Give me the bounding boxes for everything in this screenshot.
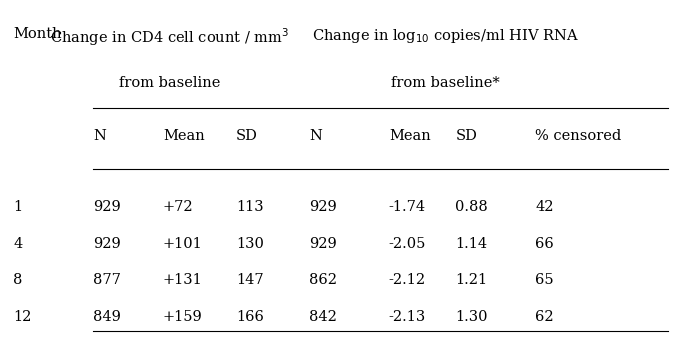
Text: -2.12: -2.12	[388, 273, 426, 287]
Text: 62: 62	[535, 310, 554, 324]
Text: +72: +72	[163, 200, 193, 215]
Text: from baseline: from baseline	[119, 76, 220, 90]
Text: SD: SD	[236, 129, 258, 143]
Text: 42: 42	[535, 200, 553, 215]
Text: 929: 929	[93, 200, 121, 215]
Text: +101: +101	[163, 237, 203, 251]
Text: from baseline*: from baseline*	[391, 76, 500, 90]
Text: 929: 929	[93, 237, 121, 251]
Text: 862: 862	[309, 273, 337, 287]
Text: 65: 65	[535, 273, 554, 287]
Text: 130: 130	[236, 237, 264, 251]
Text: Change in CD4 cell count / mm$^3$: Change in CD4 cell count / mm$^3$	[50, 27, 290, 48]
Text: -2.13: -2.13	[388, 310, 426, 324]
Text: +159: +159	[163, 310, 203, 324]
Text: 929: 929	[309, 200, 337, 215]
Text: 4: 4	[14, 237, 22, 251]
Text: +131: +131	[163, 273, 203, 287]
Text: N: N	[93, 129, 106, 143]
Text: % censored: % censored	[535, 129, 621, 143]
Text: 877: 877	[93, 273, 121, 287]
Text: 1.21: 1.21	[456, 273, 487, 287]
Text: -1.74: -1.74	[388, 200, 426, 215]
Text: Change in log$_{10}$ copies/ml HIV RNA: Change in log$_{10}$ copies/ml HIV RNA	[312, 27, 579, 45]
Text: 842: 842	[309, 310, 337, 324]
Text: 849: 849	[93, 310, 121, 324]
Text: 1.14: 1.14	[456, 237, 487, 251]
Text: Mean: Mean	[388, 129, 431, 143]
Text: 929: 929	[309, 237, 337, 251]
Text: Mean: Mean	[163, 129, 205, 143]
Text: -2.05: -2.05	[388, 237, 426, 251]
Text: 113: 113	[236, 200, 264, 215]
Text: 0.88: 0.88	[456, 200, 488, 215]
Text: 1.30: 1.30	[456, 310, 487, 324]
Text: 12: 12	[14, 310, 32, 324]
Text: SD: SD	[456, 129, 477, 143]
Text: N: N	[309, 129, 322, 143]
Text: 8: 8	[14, 273, 23, 287]
Text: Month: Month	[14, 27, 62, 41]
Text: 1: 1	[14, 200, 22, 215]
Text: 147: 147	[236, 273, 264, 287]
Text: 66: 66	[535, 237, 554, 251]
Text: 166: 166	[236, 310, 264, 324]
